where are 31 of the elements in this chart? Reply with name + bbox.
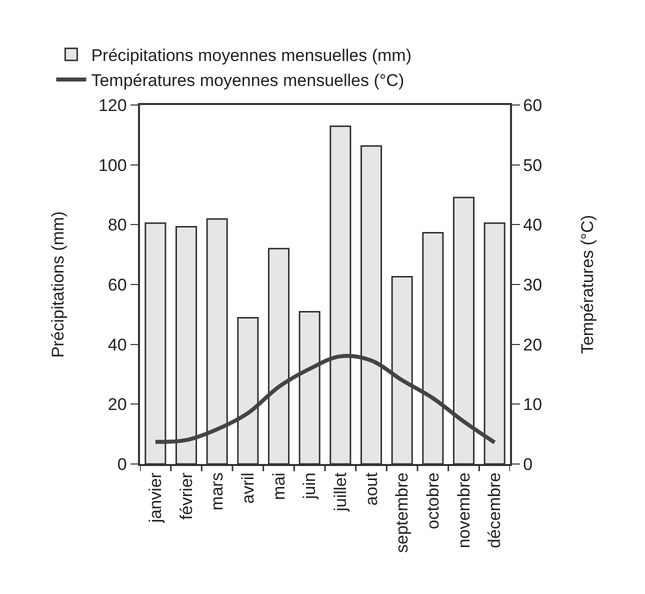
x-tick-label: avril — [238, 472, 258, 504]
x-tick-label: février — [176, 472, 196, 520]
y-tick-label: 20 — [108, 395, 127, 414]
y-tick-label: 60 — [108, 275, 127, 294]
y-tick-label: 80 — [108, 216, 127, 235]
y2-tick-label: 30 — [523, 275, 542, 294]
y-tick-label: 100 — [98, 156, 127, 175]
y2-tick-label: 50 — [523, 156, 542, 175]
x-tick-label: septembre — [392, 472, 412, 553]
x-tick-label: décembre — [485, 472, 504, 548]
x-tick-label: aout — [362, 472, 381, 506]
y2-tick-label: 20 — [523, 335, 542, 354]
y-tick-label: 120 — [98, 96, 127, 115]
y-axis-title: Précipitations (mm) — [48, 211, 68, 358]
legend-label: Températures moyennes mensuelles (°C) — [91, 71, 404, 90]
line-series — [153, 354, 497, 444]
y-tick-label: 40 — [108, 335, 127, 354]
y2-axis-title: Températures (°C) — [578, 214, 597, 354]
y-tick-label: 0 — [117, 454, 127, 474]
x-tick-label: novembre — [454, 472, 474, 548]
x-tick-label: juin — [300, 472, 320, 500]
y2-tick-label: 40 — [523, 216, 542, 235]
legend-label: Précipitations moyennes mensuelles (mm) — [91, 46, 412, 65]
y2-tick-label: 60 — [523, 96, 542, 115]
x-tick-label: mai — [269, 472, 288, 500]
x-tick-label: octobre — [423, 472, 442, 530]
x-tick-label: juillet — [330, 472, 350, 512]
y2-tick-label: 10 — [523, 395, 542, 414]
y2-tick-label: 0 — [523, 454, 533, 474]
x-tick-label: mars — [208, 472, 227, 510]
x-tick-label: janvier — [146, 472, 165, 524]
